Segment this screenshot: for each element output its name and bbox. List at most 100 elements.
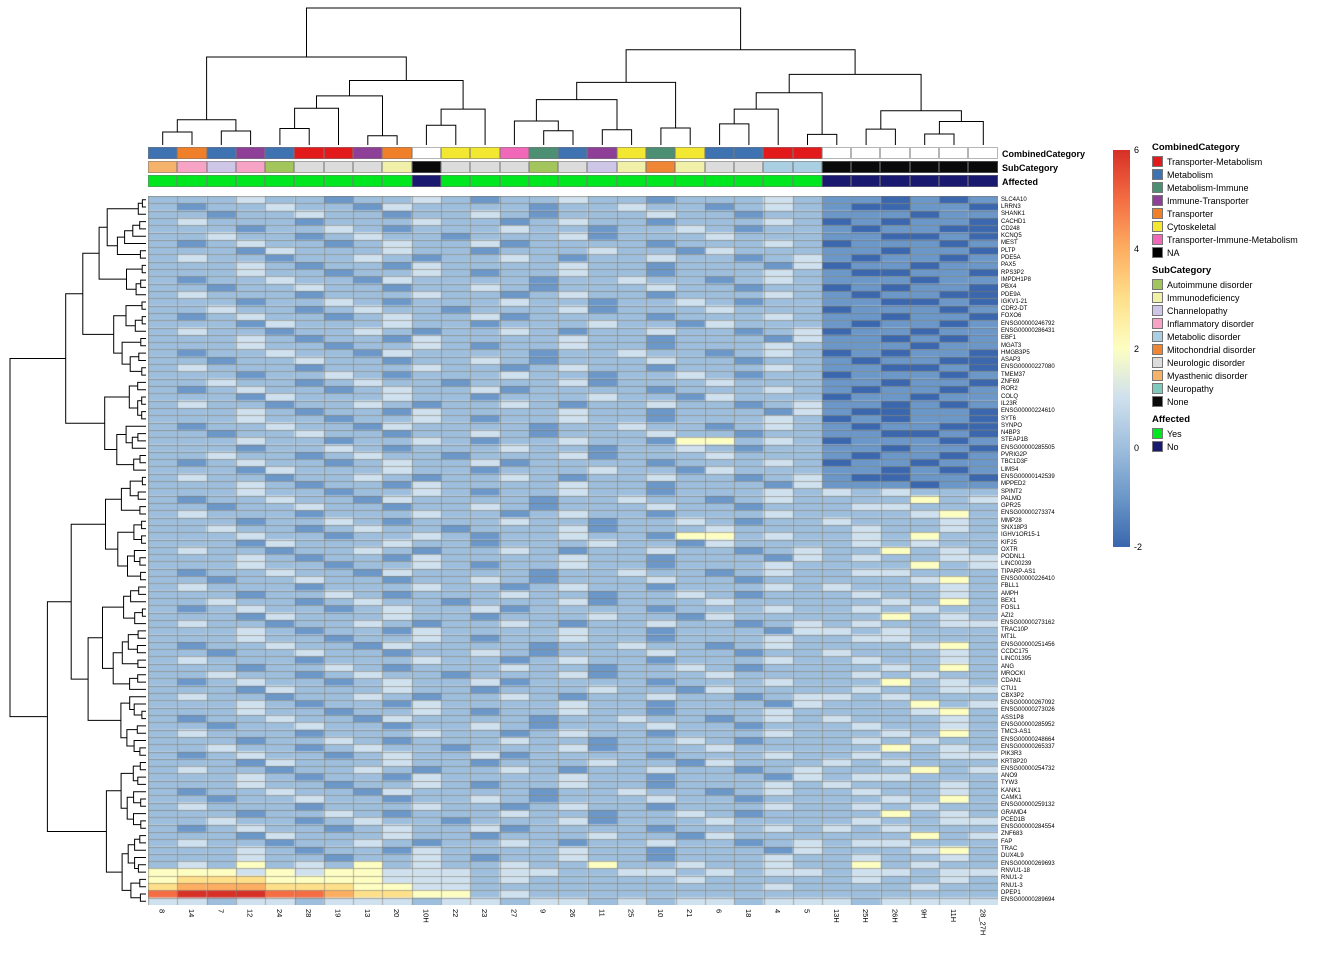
row-label: SNX18P3 xyxy=(1001,525,1028,531)
affected-bar-cell xyxy=(528,175,559,187)
combined-category-bar-cell xyxy=(851,147,881,159)
affected-legend-item: No xyxy=(1152,440,1342,453)
row-label: ROR2 xyxy=(1001,386,1018,393)
column-label: 14 xyxy=(186,909,196,918)
affected-bar-cell xyxy=(939,175,969,187)
legend-swatch xyxy=(1152,182,1163,193)
row-label: SYT6 xyxy=(1001,415,1017,422)
row-label: ASAP3 xyxy=(1001,357,1021,364)
combined-category-legend-item: Immune-Transporter xyxy=(1152,194,1342,207)
row-label: RNU1-2 xyxy=(1001,875,1023,882)
row-label: TMEM37 xyxy=(1001,371,1026,378)
row-label: ENSG00000286431 xyxy=(1001,327,1055,334)
affected-bar-cell xyxy=(177,175,207,187)
row-label: BEX1 xyxy=(1001,597,1017,604)
column-label: 21 xyxy=(685,909,695,918)
legend-swatch xyxy=(1152,169,1163,180)
sub-category-legend-item: Channelopathy xyxy=(1152,304,1342,317)
sub-category-bar-cell xyxy=(763,161,793,173)
legend-swatch xyxy=(1152,383,1163,394)
row-label: ENSG00000289694 xyxy=(1001,897,1055,904)
sub-category-bar-cell xyxy=(382,161,412,173)
row-label: LRRN3 xyxy=(1001,203,1021,210)
column-label: 28_27H xyxy=(978,909,988,936)
combined-category-legend-item: NA xyxy=(1152,246,1342,259)
column-label: 22 xyxy=(450,909,460,918)
affected-bar-cell xyxy=(646,175,676,187)
sub-category-bar-cell xyxy=(206,161,236,173)
row-label: ENSG00000273026 xyxy=(1001,707,1055,714)
sub-category-bar-cell xyxy=(792,161,822,173)
combined-category-legend-item: Metabolism xyxy=(1152,168,1342,181)
sub-category-legend-item: Inflammatory disorder xyxy=(1152,317,1342,330)
column-label: 27 xyxy=(509,909,519,918)
row-label: KRT8P20 xyxy=(1001,758,1027,765)
legend-label: No xyxy=(1167,441,1179,452)
affected-bar-cell xyxy=(148,175,178,187)
legend-label: Neurologic disorder xyxy=(1167,357,1246,368)
row-label: FOXO6 xyxy=(1001,313,1022,320)
row-label: MEST xyxy=(1001,240,1018,247)
row-label: GPR25 xyxy=(1001,503,1021,510)
legend-swatch xyxy=(1152,305,1163,316)
sub-category-legend-item: Immunodeficiency xyxy=(1152,291,1342,304)
row-label: PALMD xyxy=(1001,495,1022,502)
combined-category-bar-cell xyxy=(353,147,383,159)
combined-category-bar-cell xyxy=(880,147,910,159)
column-label: 23 xyxy=(480,909,490,918)
legend-label: Myasthenic disorder xyxy=(1167,370,1248,381)
row-label: FBLL1 xyxy=(1001,583,1019,590)
legend-label: Autoimmune disorder xyxy=(1167,279,1253,290)
legend-label: Metabolism xyxy=(1167,169,1214,180)
legend-label: Mitochondrial disorder xyxy=(1167,344,1256,355)
affected-bar-cell xyxy=(851,175,881,187)
row-label: TRAC xyxy=(1001,846,1018,853)
row-label: RPS3P2 xyxy=(1001,269,1025,276)
affected-bar-cell xyxy=(382,175,412,187)
affected-bar-cell xyxy=(704,175,734,187)
legend-label: Metabolism-Immune xyxy=(1167,182,1249,193)
row-label: TBC1D3F xyxy=(1001,459,1028,466)
legend-label: Yes xyxy=(1167,428,1182,439)
row-label: KIF25 xyxy=(1001,539,1018,546)
column-label: 25H xyxy=(861,909,871,923)
row-label: FAP xyxy=(1001,838,1013,845)
column-label: 9 xyxy=(538,909,548,914)
legend-swatch xyxy=(1152,279,1163,290)
row-label: PAX5 xyxy=(1001,262,1016,269)
colorbar-tick-label: 0 xyxy=(1134,442,1140,453)
row-label: DPEP1 xyxy=(1001,889,1021,896)
column-label: 9H xyxy=(919,909,929,919)
row-label: CTU1 xyxy=(1001,685,1017,692)
combined-category-legend-item: Transporter-Immune-Metabolism xyxy=(1152,233,1342,246)
row-label: GRAMD4 xyxy=(1001,809,1027,816)
combined-category-bar-cell xyxy=(587,147,617,159)
row-label: ENSG00000226410 xyxy=(1001,576,1055,583)
row-label: ENSG00000285952 xyxy=(1001,722,1055,729)
affected-bar-cell xyxy=(206,175,236,187)
column-label: 7 xyxy=(216,909,226,914)
column-label: 20 xyxy=(392,909,402,918)
combined-category-bar-cell xyxy=(939,147,969,159)
legend-label: None xyxy=(1167,396,1189,407)
legend-label: Transporter-Immune-Metabolism xyxy=(1167,234,1298,245)
row-label: AZI2 xyxy=(1001,612,1014,619)
affected-bar-cell xyxy=(880,175,910,187)
combined-category-bar-cell xyxy=(704,147,734,159)
affected-bar-cell xyxy=(763,175,793,187)
sub-category-bar-cell xyxy=(646,161,676,173)
column-label: 13 xyxy=(362,909,372,918)
sub-category-bar-cell xyxy=(821,161,852,173)
combined-category-legend-item: Transporter-Metabolism xyxy=(1152,155,1342,168)
affected-bar-label: Affected xyxy=(1002,177,1039,187)
affected-bar-cell xyxy=(411,175,441,187)
affected-bar-cell xyxy=(821,175,852,187)
row-label: LINC00239 xyxy=(1001,561,1032,568)
row-label: CACHD1 xyxy=(1001,218,1026,225)
column-label: 8 xyxy=(157,909,167,914)
legend-label: Neuropathy xyxy=(1167,383,1214,394)
legend-swatch xyxy=(1152,292,1163,303)
affected-bar-cell xyxy=(792,175,822,187)
affected-bar-cell xyxy=(733,175,764,187)
